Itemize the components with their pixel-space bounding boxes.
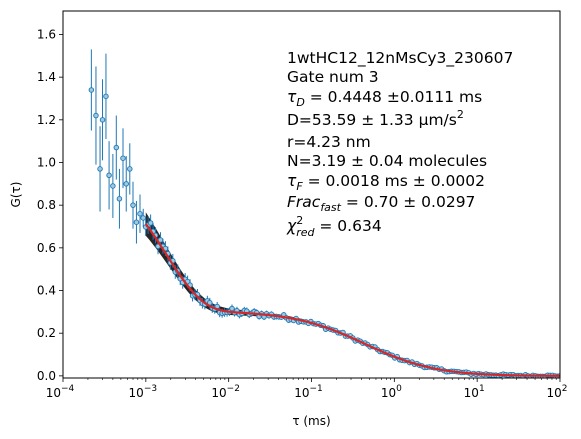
- annotation-line: τF = 0.0018 ms ± 0.0002: [287, 172, 485, 193]
- data-point: [103, 53, 109, 140]
- y-tick-label: 1.2: [37, 113, 56, 127]
- x-tick-label: 102: [546, 384, 567, 400]
- x-axis-label: τ (ms): [292, 414, 330, 428]
- data-point: [99, 79, 106, 161]
- y-tick-label: 0.4: [37, 284, 56, 298]
- annotation-line: N=3.19 ± 0.04 molecules: [287, 152, 487, 170]
- point-marker: [116, 196, 123, 202]
- data-point: [130, 181, 136, 229]
- y-axis-label: G(τ): [9, 182, 23, 208]
- x-tick-label: 10−4: [46, 384, 75, 400]
- point-marker: [113, 144, 120, 151]
- annotation-line: τD = 0.4448 ±0.0111 ms: [287, 88, 482, 109]
- data-point: [113, 115, 120, 180]
- y-tick-label: 0.2: [37, 326, 56, 340]
- point-marker: [123, 181, 129, 187]
- y-tick-label: 1.0: [37, 155, 56, 169]
- annotation-line: D=53.59 ± 1.33 μm/s2: [287, 108, 464, 129]
- point-marker: [88, 87, 95, 93]
- data-point: [127, 143, 133, 195]
- point-marker: [103, 93, 109, 100]
- annotation-line: Gate num 3: [287, 68, 379, 86]
- y-tick-label: 0.6: [37, 241, 56, 255]
- data-point: [133, 200, 140, 244]
- y-tick-label: 1.6: [37, 27, 56, 41]
- data-point: [93, 66, 99, 165]
- x-axis-ticks: 10−4 10−3 10−2 10−1 100 101 102: [46, 378, 568, 400]
- data-point: [140, 208, 146, 228]
- y-tick-label: 1.4: [37, 70, 56, 84]
- data-point: [110, 153, 116, 218]
- y-tick-label: 0.0: [37, 369, 56, 383]
- point-marker: [120, 155, 126, 161]
- data-point: [106, 141, 112, 210]
- point-marker: [147, 220, 154, 226]
- data-point: [123, 156, 129, 212]
- annotation-line: Fracfast = 0.70 ± 0.0297: [287, 193, 475, 214]
- data-point: [116, 168, 123, 229]
- data-point: [147, 214, 154, 232]
- fit-uncertainty-band: [145, 212, 560, 377]
- x-tick-label: 10−1: [294, 384, 323, 400]
- data-point: [120, 128, 126, 189]
- data-point: [88, 49, 95, 131]
- fit-curve: [144, 223, 560, 377]
- point-marker: [106, 172, 112, 179]
- point-marker: [130, 202, 136, 208]
- point-marker: [93, 112, 99, 119]
- data-point: [97, 126, 103, 212]
- point-marker: [140, 215, 146, 221]
- fit-curve-layer: [144, 223, 560, 377]
- point-marker: [127, 166, 133, 172]
- annotation-line: χ2 red = 0.634: [286, 214, 382, 239]
- x-tick-label: 10−2: [211, 384, 240, 400]
- point-marker: [110, 183, 116, 189]
- fit-band-area: [145, 212, 560, 377]
- annotation-line: r=4.23 nm: [287, 133, 371, 151]
- point-marker: [99, 117, 106, 123]
- annotation-line: 1wtHC12_12nMsCy3_230607: [287, 49, 513, 68]
- y-tick-label: 0.8: [37, 198, 56, 212]
- y-axis-ticks: 0.0 0.2 0.4 0.6 0.8 1.0 1.2 1.4 1.6: [37, 27, 63, 383]
- x-tick-label: 101: [464, 384, 485, 400]
- point-marker: [97, 166, 103, 172]
- x-tick-label: 100: [381, 384, 402, 400]
- point-marker: [133, 219, 140, 225]
- x-tick-label: 10−3: [129, 384, 158, 400]
- point-marker: [137, 210, 143, 217]
- data-point: [137, 194, 143, 233]
